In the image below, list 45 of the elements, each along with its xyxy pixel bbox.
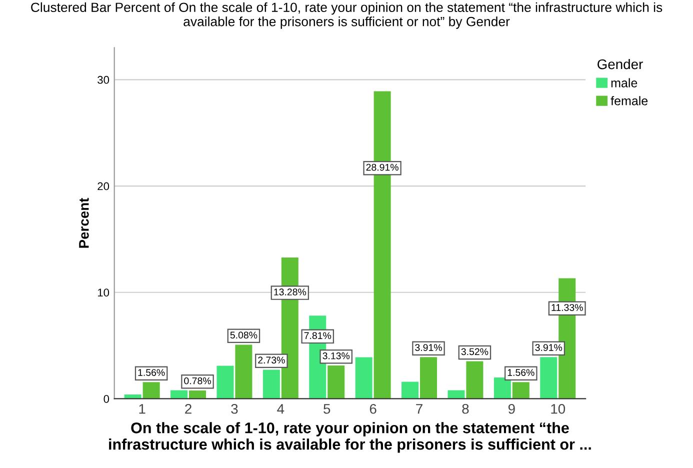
x-tick-label: 8	[462, 404, 469, 414]
x-tick-label: 9	[508, 404, 515, 414]
y-tick-label: 10	[98, 288, 110, 297]
bar	[540, 357, 558, 399]
x-axis-title: On the scale of 1-10, rate your opinion on the statement “the infrastructure which is available for the prisoners is sufficient or ...	[109, 422, 591, 453]
bar	[420, 357, 438, 399]
x-tick-label: 3	[231, 404, 238, 414]
bar	[494, 377, 511, 399]
bar	[262, 370, 280, 399]
data-label: 1.56%	[138, 369, 165, 376]
y-tick-label: 20	[98, 182, 110, 190]
x-tick-label: 10	[551, 404, 566, 414]
x-tick-label: 4	[277, 404, 284, 414]
legend-label: male	[611, 78, 638, 88]
bar	[402, 382, 419, 399]
data-label: 2.73%	[258, 356, 285, 364]
y-tick-label: 30	[98, 76, 110, 84]
x-tick-label: 2	[185, 404, 192, 414]
chart-title: Clustered Bar Percent of On the scale of 1-10, rate your opinion on the statement “the infrastructure which is available for the prisoners is sufficient or not” by Gender	[31, 2, 662, 29]
legend-title: Gender	[598, 58, 643, 70]
data-label: 3.52%	[461, 348, 488, 356]
data-label: 5.08%	[230, 332, 258, 339]
bar	[235, 344, 252, 399]
x-tick-label: 1	[139, 404, 146, 414]
bar	[512, 382, 530, 399]
data-label: 13.28%	[274, 288, 306, 296]
y-tick-label: 0	[104, 395, 110, 403]
bar	[216, 366, 234, 399]
data-label: 0.78%	[184, 377, 211, 384]
x-tick-label: 5	[324, 404, 330, 414]
y-axis-title: Percent	[79, 198, 89, 248]
data-label: 1.56%	[508, 369, 534, 376]
x-tick-label: 7	[416, 404, 422, 414]
bar	[448, 390, 465, 399]
bar	[170, 390, 188, 399]
data-label: 7.81%	[304, 332, 332, 340]
data-label: 11.33%	[552, 304, 583, 311]
data-label: 3.13%	[322, 352, 350, 360]
legend-label: female	[610, 96, 648, 106]
data-label: 3.91%	[415, 344, 442, 351]
bar	[142, 382, 160, 399]
x-tick-label: 6	[370, 404, 376, 414]
data-label: 3.91%	[535, 344, 562, 351]
data-label: 28.91%	[366, 164, 398, 171]
bar	[355, 357, 372, 399]
